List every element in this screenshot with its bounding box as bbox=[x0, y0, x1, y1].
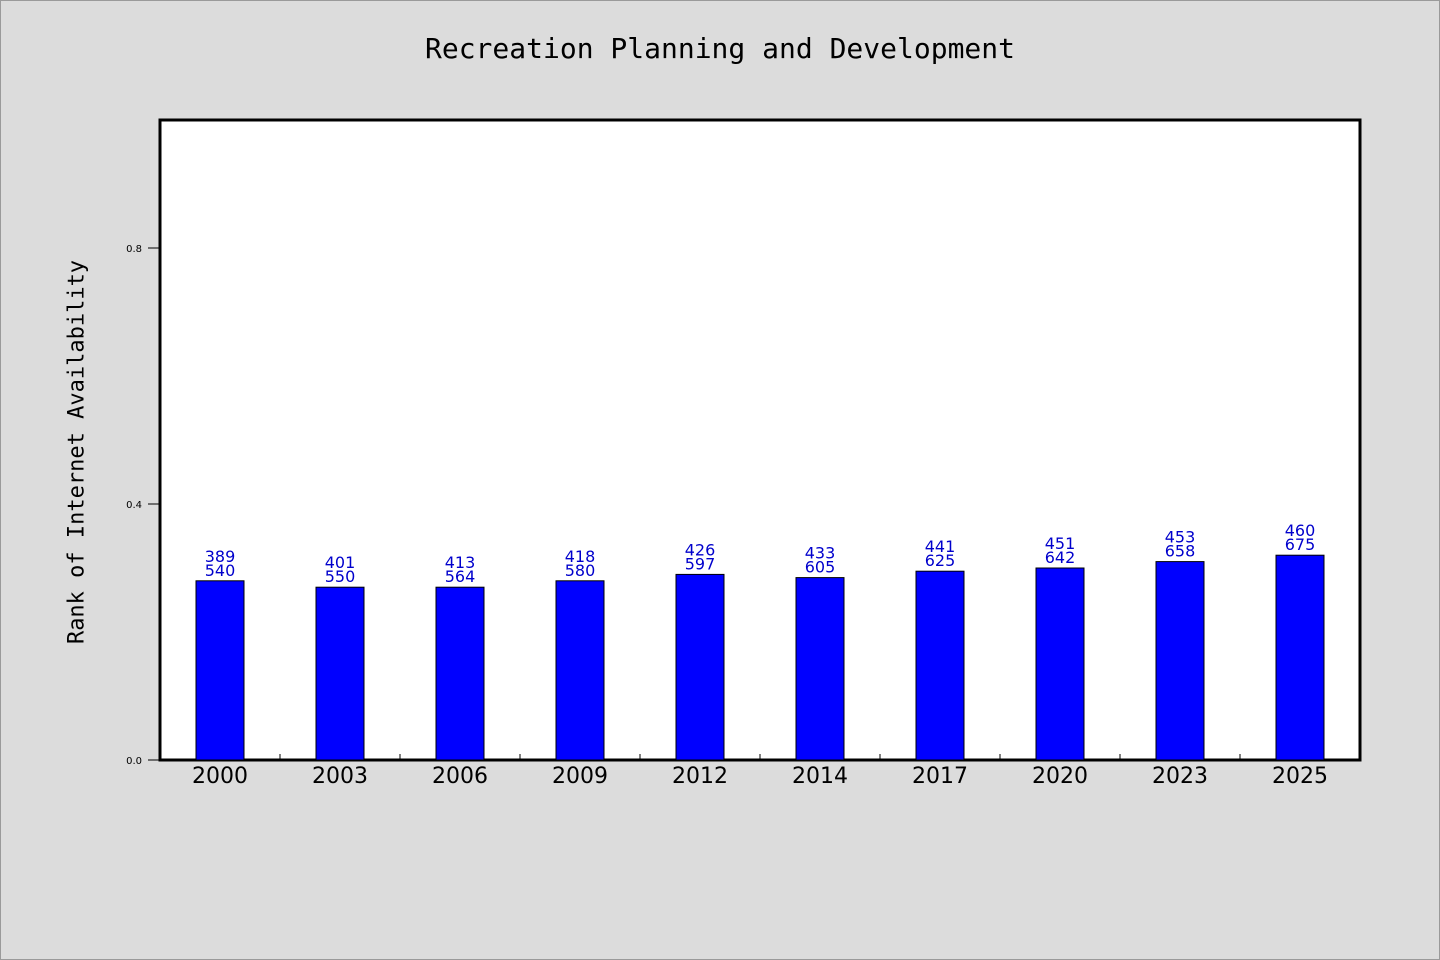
bar bbox=[315, 586, 365, 761]
bar-value-label-bottom: 675 bbox=[1285, 535, 1316, 554]
bar bbox=[195, 580, 245, 761]
bar-value-label-top: 426 bbox=[685, 540, 716, 559]
bar bbox=[1275, 554, 1325, 761]
bar bbox=[1035, 567, 1085, 761]
bar bbox=[1155, 561, 1205, 761]
x-tick-label: 2000 bbox=[192, 764, 248, 789]
x-tick-label: 2025 bbox=[1272, 764, 1328, 789]
bar-value-label-bottom: 597 bbox=[685, 554, 716, 573]
x-tick-label: 2009 bbox=[552, 764, 608, 789]
bar bbox=[435, 586, 485, 761]
bar-value-label-top: 401 bbox=[325, 553, 356, 572]
x-tick-label: 2006 bbox=[432, 764, 488, 789]
bar-value-label-top: 413 bbox=[445, 553, 476, 572]
bar-value-label-top: 451 bbox=[1045, 534, 1076, 553]
x-tick-label: 2023 bbox=[1152, 764, 1208, 789]
bar-value-label-bottom: 550 bbox=[325, 567, 356, 586]
x-tick-label: 2014 bbox=[792, 764, 848, 789]
bar-value-label-top: 433 bbox=[805, 544, 836, 563]
bar bbox=[675, 573, 725, 761]
x-tick-label: 2012 bbox=[672, 764, 728, 789]
bar bbox=[915, 570, 965, 761]
bar-value-label-bottom: 580 bbox=[565, 561, 596, 580]
bar-value-label-bottom: 625 bbox=[925, 551, 956, 570]
bar-value-label-bottom: 605 bbox=[805, 558, 836, 577]
bar bbox=[555, 580, 605, 761]
chart-title: Recreation Planning and Development bbox=[424, 32, 1015, 65]
bar-value-label-top: 418 bbox=[565, 547, 596, 566]
bar-value-label-top: 460 bbox=[1285, 521, 1316, 540]
bar-value-label-bottom: 642 bbox=[1045, 548, 1076, 567]
bar-value-label-top: 441 bbox=[925, 537, 956, 556]
y-tick-label: 0.8 bbox=[126, 244, 142, 255]
bar-value-label-bottom: 658 bbox=[1165, 542, 1196, 561]
bar-value-label-top: 389 bbox=[205, 547, 236, 566]
y-tick-label: 0.4 bbox=[126, 500, 142, 511]
x-tick-label: 2017 bbox=[912, 764, 968, 789]
x-tick-label: 2003 bbox=[312, 764, 368, 789]
bar-value-label-bottom: 540 bbox=[205, 561, 236, 580]
x-tick-label: 2020 bbox=[1032, 764, 1088, 789]
y-tick-label: 0.0 bbox=[126, 756, 142, 767]
bar-value-label-bottom: 564 bbox=[445, 567, 476, 586]
bar bbox=[795, 577, 845, 761]
bar-value-label-top: 453 bbox=[1165, 528, 1196, 547]
